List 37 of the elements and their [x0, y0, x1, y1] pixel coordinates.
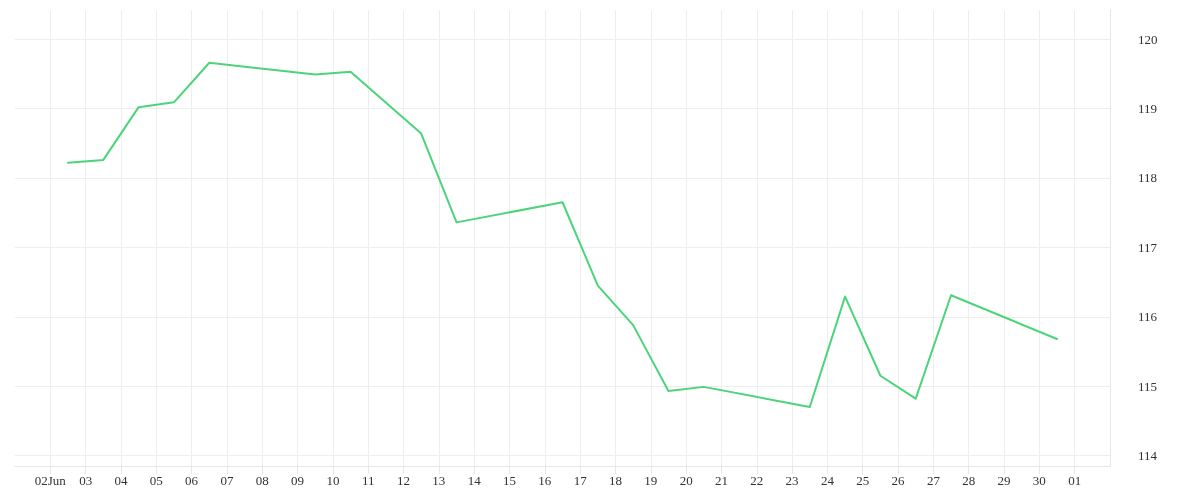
y-tick-label: 114	[1138, 448, 1158, 464]
x-tick-label: 05	[149, 473, 163, 488]
x-tick-label: 07	[220, 473, 234, 488]
x-tick-label: 13	[432, 473, 446, 488]
x-tick-label: 08	[255, 473, 269, 488]
x-tick-label: 27	[926, 473, 941, 488]
x-tick-label: 18	[608, 473, 622, 488]
x-tick-label: 16	[538, 473, 552, 488]
y-tick-label: 119	[1138, 101, 1158, 117]
x-tick-label: 02Jun	[34, 473, 67, 488]
y-tick-label: 117	[1138, 239, 1158, 255]
x-tick-label: 04	[114, 473, 128, 488]
x-tick-label: 01	[1068, 473, 1082, 488]
x-tick-label: 24	[820, 473, 835, 488]
x-tick-label: 19	[644, 473, 658, 488]
x-tick-label: 28	[962, 473, 976, 488]
x-tick-label: 25	[856, 473, 870, 488]
y-tick-label: 115	[1138, 378, 1158, 394]
x-tick-label: 21	[714, 473, 728, 488]
x-tick-label: 17	[573, 473, 588, 488]
x-tick-label: 14	[467, 473, 482, 488]
x-tick-label: 11	[361, 473, 375, 488]
x-tick-label: 20	[679, 473, 693, 488]
x-tick-label: 10	[326, 473, 340, 488]
x-tick-label: 15	[503, 473, 517, 488]
x-tick-label: 26	[891, 473, 906, 488]
y-tick-label: 118	[1138, 170, 1158, 186]
x-tick-label: 09	[291, 473, 305, 488]
y-tick-label: 116	[1138, 309, 1158, 325]
x-tick-label: 12	[397, 473, 411, 488]
x-tick-label: 03	[79, 473, 93, 488]
x-tick-label: 30	[1032, 473, 1046, 488]
y-tick-label: 120	[1138, 31, 1158, 47]
x-tick-label: 06	[185, 473, 199, 488]
x-tick-label: 22	[750, 473, 764, 488]
x-tick-label: 29	[997, 473, 1011, 488]
x-tick-label: 23	[785, 473, 799, 488]
